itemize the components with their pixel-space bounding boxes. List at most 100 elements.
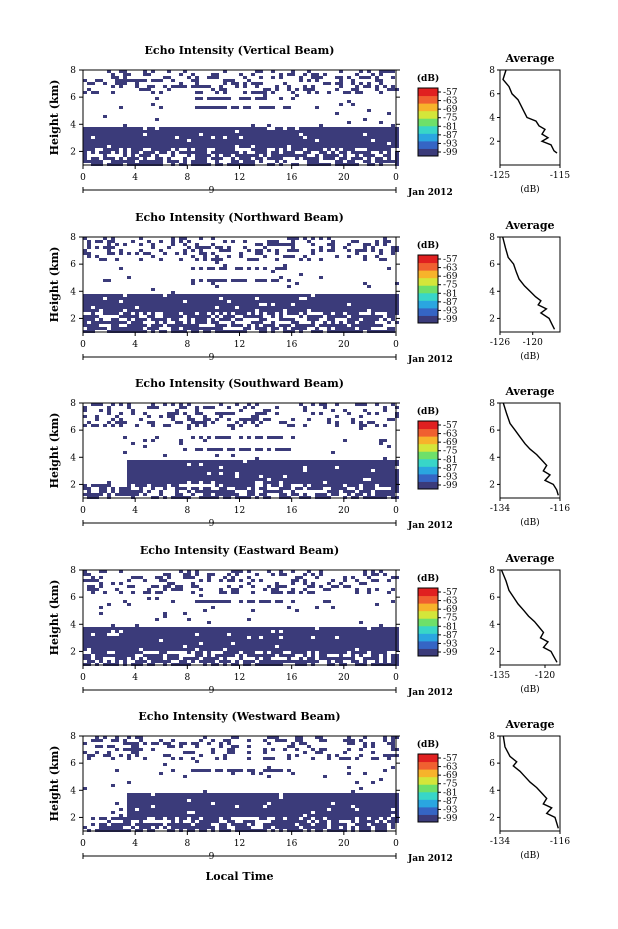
echo-cell bbox=[127, 145, 131, 148]
echo-cell bbox=[103, 490, 107, 493]
echo-cell bbox=[151, 151, 155, 154]
echo-cell bbox=[319, 487, 323, 490]
echo-cell bbox=[383, 460, 387, 463]
echo-cell bbox=[179, 130, 183, 133]
echo-cell bbox=[203, 627, 207, 630]
echo-cell bbox=[391, 249, 395, 252]
echo-cell bbox=[359, 633, 363, 636]
echo-cell bbox=[195, 796, 199, 799]
echo-cell bbox=[395, 130, 399, 133]
echo-cell bbox=[191, 297, 195, 300]
echo-cell bbox=[147, 327, 151, 330]
echo-cell bbox=[359, 91, 363, 94]
echo-cell bbox=[227, 79, 231, 82]
echo-cell bbox=[219, 627, 223, 630]
echo-cell bbox=[139, 484, 143, 487]
echo-cell bbox=[275, 627, 279, 630]
echo-cell bbox=[223, 297, 227, 300]
echo-cell bbox=[211, 327, 215, 330]
echo-cell bbox=[127, 651, 131, 654]
echo-cell bbox=[219, 324, 223, 327]
colorbar-swatch bbox=[418, 625, 438, 634]
echo-cell bbox=[379, 91, 383, 94]
echo-cell bbox=[227, 645, 231, 648]
echo-cell bbox=[191, 826, 195, 829]
echo-cell bbox=[131, 817, 135, 820]
echo-cell bbox=[215, 484, 219, 487]
echo-cell bbox=[239, 630, 243, 633]
echo-cell bbox=[303, 478, 307, 481]
echo-cell bbox=[131, 654, 135, 657]
colorbar-tick-label: -81 bbox=[443, 622, 458, 632]
echo-cell bbox=[335, 648, 339, 651]
echo-cell bbox=[263, 139, 267, 142]
echo-cell bbox=[223, 757, 227, 760]
echo-cell bbox=[163, 321, 167, 324]
echo-cell bbox=[255, 478, 259, 481]
echo-cell bbox=[279, 475, 283, 478]
echo-cell bbox=[339, 657, 343, 660]
echo-cell bbox=[291, 294, 295, 297]
echo-cell bbox=[235, 636, 239, 639]
echo-cell bbox=[235, 660, 239, 663]
echo-cell bbox=[159, 802, 163, 805]
echo-cell bbox=[135, 645, 139, 648]
echo-cell bbox=[283, 648, 287, 651]
echo-cell bbox=[199, 490, 203, 493]
echo-cell bbox=[391, 660, 395, 663]
echo-cell bbox=[395, 657, 399, 660]
echo-cell bbox=[387, 418, 391, 421]
colorbar-unit: (dB) bbox=[417, 73, 439, 84]
echo-cell bbox=[167, 657, 171, 660]
echo-cell bbox=[335, 484, 339, 487]
echo-cell bbox=[287, 636, 291, 639]
echo-cell bbox=[255, 70, 259, 73]
echo-cell bbox=[371, 639, 375, 642]
echo-cell bbox=[231, 651, 235, 654]
echo-cell bbox=[107, 303, 111, 306]
echo-cell bbox=[355, 579, 359, 582]
echo-cell bbox=[251, 258, 255, 261]
echo-cell bbox=[191, 475, 195, 478]
echo-cell bbox=[111, 654, 115, 657]
echo-cell bbox=[347, 321, 351, 324]
echo-cell bbox=[275, 258, 279, 261]
echo-cell bbox=[307, 570, 311, 573]
echo-cell bbox=[375, 240, 379, 243]
echo-cell bbox=[203, 106, 207, 109]
echo-cell bbox=[243, 139, 247, 142]
echo-cell bbox=[279, 645, 283, 648]
echo-cell bbox=[211, 282, 215, 285]
echo-cell bbox=[163, 799, 167, 802]
echo-cell bbox=[187, 636, 191, 639]
echo-cell bbox=[167, 139, 171, 142]
echo-cell bbox=[207, 142, 211, 145]
echo-cell bbox=[363, 136, 367, 139]
echo-cell bbox=[191, 576, 195, 579]
echo-cell bbox=[143, 591, 147, 594]
echo-cell bbox=[143, 160, 147, 163]
echo-cell bbox=[99, 612, 103, 615]
echo-cell bbox=[147, 811, 151, 814]
echo-cell bbox=[195, 639, 199, 642]
echo-cell bbox=[379, 258, 383, 261]
echo-cell bbox=[215, 106, 219, 109]
echo-cell bbox=[251, 312, 255, 315]
echo-cell bbox=[227, 648, 231, 651]
echo-cell bbox=[259, 106, 263, 109]
echo-cell bbox=[183, 475, 187, 478]
echo-cell bbox=[335, 424, 339, 427]
echo-cell bbox=[391, 469, 395, 472]
echo-cell bbox=[299, 633, 303, 636]
echo-cell bbox=[275, 463, 279, 466]
echo-cell bbox=[223, 475, 227, 478]
echo-cell bbox=[111, 823, 115, 826]
echo-cell bbox=[215, 796, 219, 799]
echo-cell bbox=[199, 826, 203, 829]
echo-cell bbox=[259, 478, 263, 481]
echo-cell bbox=[339, 312, 343, 315]
echo-cell bbox=[147, 154, 151, 157]
echo-cell bbox=[263, 636, 267, 639]
echo-cell bbox=[183, 309, 187, 312]
heatmap-cells bbox=[83, 570, 399, 666]
